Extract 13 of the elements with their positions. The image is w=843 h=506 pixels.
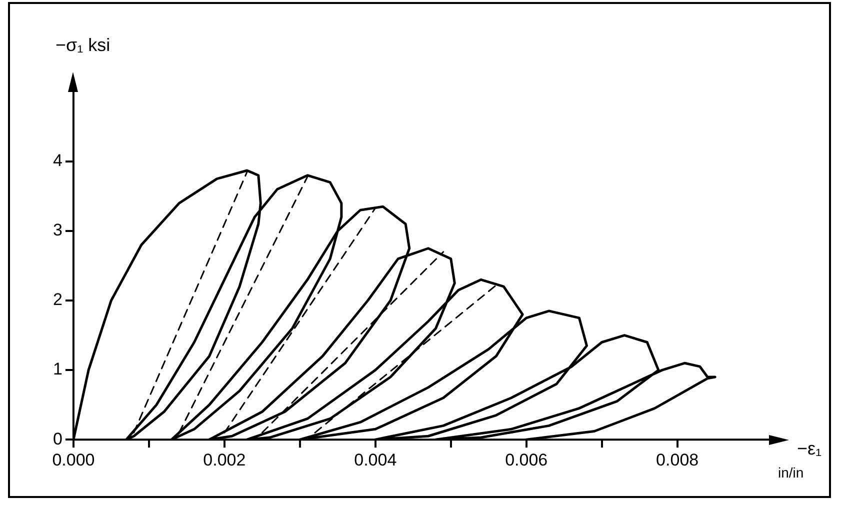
x-tick-label: 0.000: [52, 450, 95, 470]
text: in/in: [778, 464, 804, 480]
x-tick-label: 0.008: [656, 450, 699, 470]
y-tick-label: 2: [52, 290, 62, 310]
x-tick-label: 0.002: [203, 450, 246, 470]
y-tick-label: 4: [52, 151, 62, 170]
y-axis-title: −σ₁ ksi: [55, 34, 110, 55]
x-tick-label: 0.006: [505, 450, 548, 470]
y-tick-label: 1: [52, 360, 62, 379]
y-tick-label: 0: [52, 429, 62, 448]
y-tick-label: 3: [52, 220, 62, 240]
x-axis-title: −ε₁: [797, 438, 822, 459]
x-tick-label: 0.004: [354, 450, 397, 470]
